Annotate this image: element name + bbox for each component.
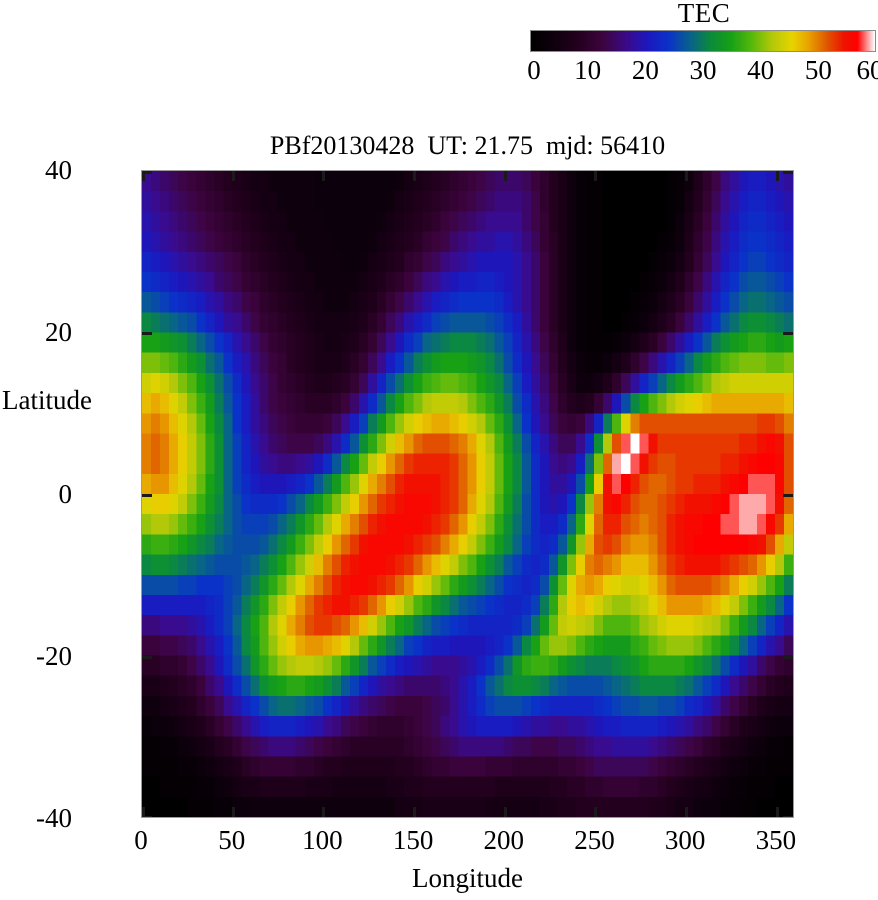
y-tick-label-0: 0 — [58, 479, 73, 509]
colorbar-tick-60: 60 — [856, 55, 878, 85]
y-tick-label--20: -20 — [36, 641, 72, 671]
y-tick-label-20: 20 — [45, 317, 72, 347]
x-tick-label-300: 300 — [664, 825, 706, 855]
x-tick-label-350: 350 — [755, 825, 797, 855]
heatmap-plot-area — [141, 170, 794, 818]
colorbar: TEC 0 10 20 30 40 50 60 — [527, 0, 878, 95]
colorbar-tick-0: 0 — [527, 55, 541, 85]
colorbar-tick-50: 50 — [804, 55, 832, 85]
colorbar-tick-20: 20 — [631, 55, 659, 85]
colorbar-tick-labels: 0 10 20 30 40 50 60 — [527, 54, 878, 88]
y-tick-label-40: 40 — [45, 155, 72, 185]
y-tick-label--40: -40 — [36, 803, 72, 833]
x-tick-label-0: 0 — [134, 825, 148, 855]
colorbar-tick-30: 30 — [689, 55, 717, 85]
page-title: PBf20130428 UT: 21.75 mjd: 56410 — [269, 131, 666, 160]
x-tick-label-50: 50 — [218, 825, 246, 855]
colorbar-tick-40: 40 — [747, 55, 775, 85]
x-tick-label-100: 100 — [302, 825, 343, 855]
x-tick-label-150: 150 — [392, 825, 434, 855]
colorbar-bar — [530, 30, 876, 52]
x-tick-label-250: 250 — [574, 825, 615, 855]
colorbar-gradient — [531, 31, 875, 51]
x-tick-label-200: 200 — [483, 825, 525, 855]
colorbar-title: TEC — [677, 0, 731, 28]
x-axis-label: Longitude — [412, 863, 523, 893]
heatmap-image — [142, 171, 793, 817]
y-axis-label: Latitude — [2, 385, 92, 415]
colorbar-tick-10: 10 — [574, 55, 602, 85]
